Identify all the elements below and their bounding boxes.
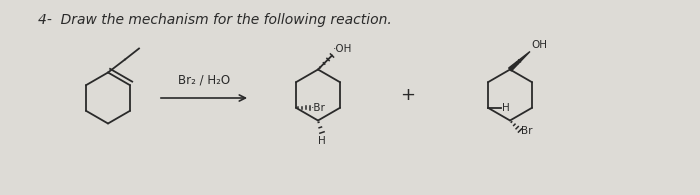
Text: 4-  Draw the mechanism for the following reaction.: 4- Draw the mechanism for the following … [38,13,392,27]
Polygon shape [509,51,530,71]
Text: ·OH: ·OH [333,44,352,54]
Text: Br₂ / H₂O: Br₂ / H₂O [178,74,230,87]
Text: ·Br: ·Br [311,103,326,113]
Text: +: + [400,86,416,104]
Text: H: H [502,103,510,113]
Text: H: H [318,136,326,145]
Text: OH: OH [531,41,547,51]
Text: Br: Br [521,127,533,136]
